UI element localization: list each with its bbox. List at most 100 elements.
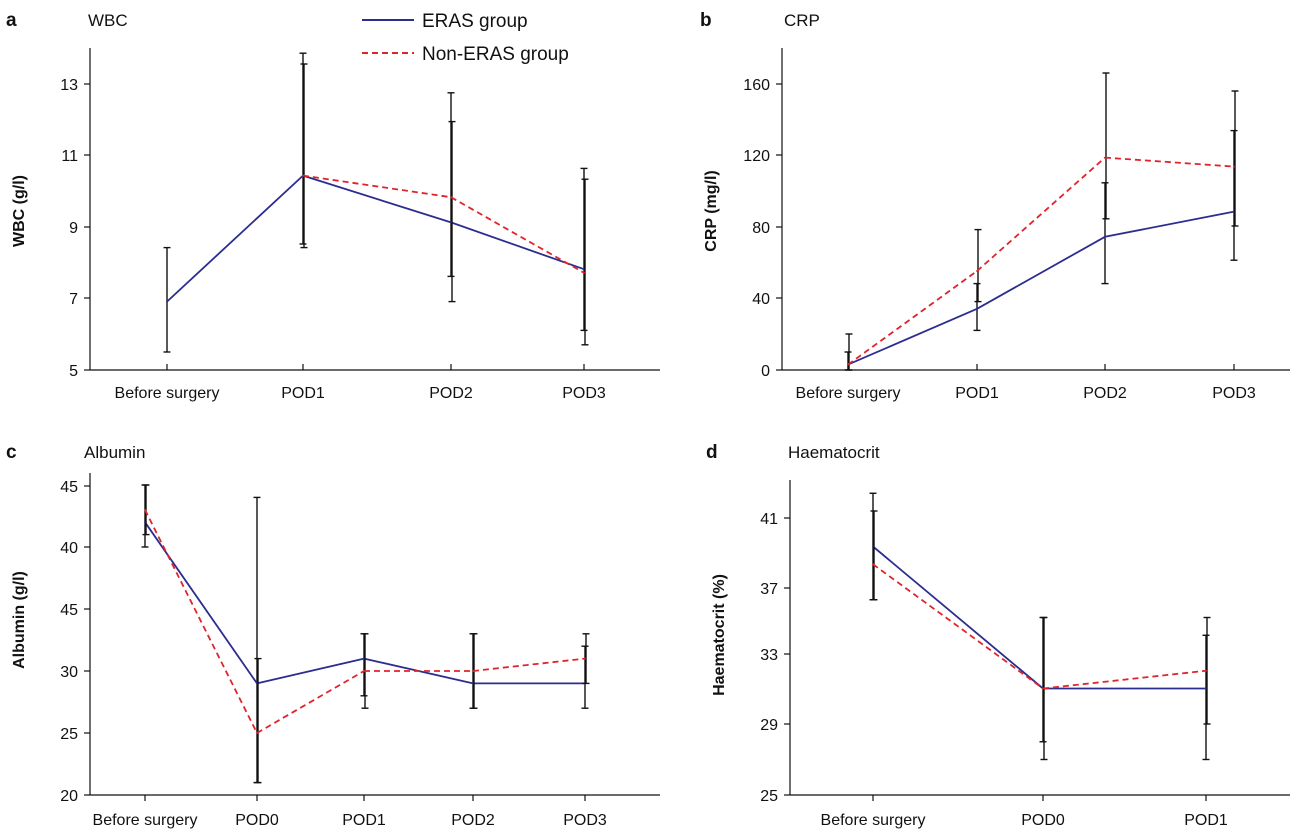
series-line-segment (302, 174, 452, 199)
y-tick-label: 40 (60, 540, 78, 557)
y-tick-label: 25 (760, 788, 778, 805)
series-line-segment (144, 521, 258, 684)
y-axis-label: Albumin (g/l) (11, 571, 28, 669)
panel-title: Albumin (84, 443, 145, 462)
series-line-segment (450, 221, 585, 271)
y-tick-label: 7 (69, 291, 78, 308)
panel-title: WBC (88, 11, 128, 30)
y-tick-label: 45 (60, 602, 78, 619)
data-point (144, 508, 146, 511)
legend-non-eras-label: Non-ERAS group (422, 44, 569, 65)
panel-letter: b (700, 10, 712, 31)
y-tick-label: 45 (60, 479, 78, 496)
y-axis-label: Haematocrit (%) (711, 574, 728, 696)
x-tick-label: POD3 (562, 385, 606, 402)
y-tick-label: 20 (60, 788, 78, 805)
x-tick-label: POD1 (955, 385, 999, 402)
series-eras (869, 492, 1210, 761)
data-point (1104, 235, 1106, 238)
data-point (363, 670, 365, 672)
y-axis-label: CRP (mg/l) (703, 170, 720, 251)
y-tick-label: 29 (760, 717, 778, 734)
data-point (256, 732, 258, 734)
series-line-segment (847, 307, 978, 366)
series-non-eras (300, 63, 589, 346)
series-line-segment (472, 657, 586, 672)
x-tick-label: POD1 (342, 812, 386, 829)
y-tick-label: 9 (69, 220, 78, 237)
series-line-segment (1104, 210, 1235, 238)
series-line-segment (872, 563, 1044, 690)
series-non-eras (870, 510, 1211, 761)
y-tick-label: 5 (69, 363, 78, 380)
panel-title: Haematocrit (788, 443, 880, 462)
x-tick-label: Before surgery (821, 812, 926, 829)
panel-letter: a (6, 10, 17, 31)
data-point (583, 271, 585, 274)
data-point (847, 363, 849, 366)
series-eras (163, 52, 588, 353)
y-tick-label: 80 (752, 220, 770, 237)
x-tick-label: POD3 (1212, 385, 1256, 402)
legend: ERAS group Non-ERAS group (362, 11, 569, 65)
panel-letter: d (706, 442, 718, 463)
x-tick-label: POD2 (429, 385, 473, 402)
y-axis-label: WBC (g/l) (11, 175, 28, 247)
y-tick-label: 30 (60, 664, 78, 681)
series-line-segment (144, 509, 258, 734)
data-point (166, 300, 168, 303)
data-point (584, 657, 586, 660)
y-tick-label: 37 (760, 581, 778, 598)
x-tick-label: POD2 (451, 812, 495, 829)
y-tick-label: 13 (60, 77, 78, 94)
panel-b: 0 40 80 120 160 Before surgery POD1 POD2 POD3 b CR… (700, 10, 1290, 402)
series-line-segment (450, 196, 585, 274)
x-tick-label: POD1 (1184, 812, 1228, 829)
panel-c: 20 25 30 45 40 45 Before surgery POD0 POD1 POD2 PO… (6, 442, 660, 829)
panel-d: 25 29 33 37 41 Before surgery POD0 POD1 d Haemato… (706, 442, 1290, 829)
x-tick-label: POD1 (281, 385, 325, 402)
series-non-eras (142, 484, 590, 784)
panel-letter: c (6, 442, 17, 463)
y-tick-label: 25 (60, 726, 78, 743)
y-tick-label: 33 (760, 647, 778, 664)
data-point (1104, 156, 1106, 159)
series-line-segment (872, 545, 1044, 690)
series-line-segment (1042, 669, 1207, 690)
series-line-segment (976, 236, 1106, 310)
x-tick-label: POD0 (1021, 812, 1065, 829)
data-point (872, 563, 874, 566)
legend-eras-label: ERAS group (422, 11, 528, 32)
data-point (976, 307, 978, 310)
data-point (1233, 165, 1235, 168)
data-point (1205, 669, 1207, 672)
data-point (450, 196, 452, 199)
series-line-segment (1104, 156, 1235, 168)
x-tick-label: Before surgery (93, 812, 198, 829)
series-line-segment (256, 657, 365, 685)
y-tick-label: 11 (61, 148, 78, 165)
x-tick-label: POD2 (1083, 385, 1127, 402)
data-point (302, 174, 304, 177)
data-point (976, 270, 978, 272)
panel-title: CRP (784, 11, 820, 30)
data-point (1042, 687, 1044, 690)
panel-a: 5 7 9 11 13 Before surgery POD1 POD2 POD3 a WBC WBC… (6, 10, 660, 402)
y-tick-label: 120 (743, 148, 770, 165)
x-tick-label: Before surgery (796, 385, 901, 402)
series-line-segment (166, 174, 304, 303)
y-tick-label: 160 (743, 77, 770, 94)
series-line-segment (256, 670, 365, 734)
y-tick-label: 41 (760, 511, 778, 528)
series-line-segment (976, 156, 1106, 272)
series-line-segment (302, 174, 452, 224)
x-tick-label: POD0 (235, 812, 279, 829)
series-non-eras (845, 72, 1239, 371)
y-tick-label: 40 (752, 291, 770, 308)
x-tick-label: POD3 (563, 812, 607, 829)
series-eras (844, 129, 1238, 371)
data-point (472, 670, 474, 672)
series-line-segment (847, 270, 978, 366)
x-tick-label: Before surgery (115, 385, 220, 402)
